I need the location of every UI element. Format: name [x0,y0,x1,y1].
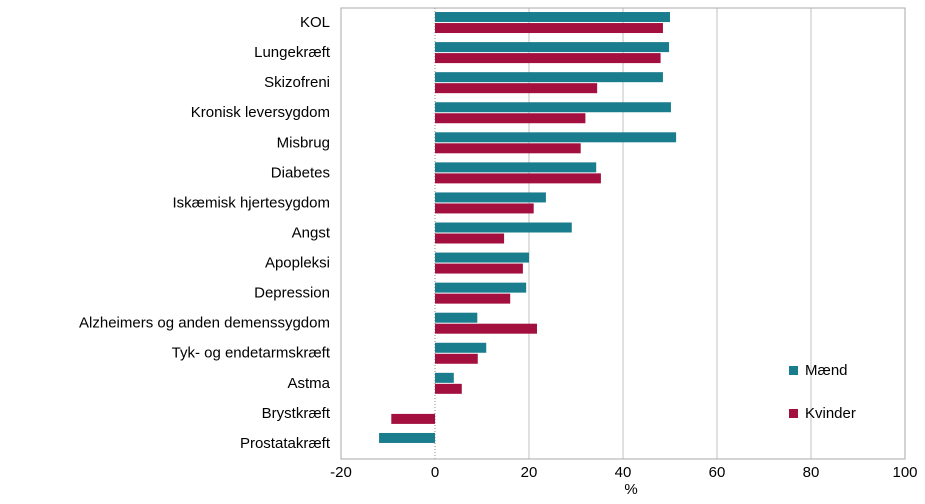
bar [435,312,478,323]
legend-label: Kvinder [805,405,856,422]
x-tick-label: 80 [803,464,820,481]
x-tick-label: 40 [615,464,632,481]
x-tick-label: 20 [521,464,538,481]
y-tick-label: Tyk- og endetarmskræft [172,345,331,362]
x-tick-label: 100 [892,464,917,481]
bar [435,83,598,94]
bar [435,113,586,124]
bar [435,143,581,154]
y-tick-label: KOL [300,14,330,31]
x-tick-label: 60 [709,464,726,481]
bar [435,162,597,173]
bar [435,132,677,143]
y-tick-label: Angst [292,224,331,241]
y-tick-label: Depression [254,285,330,302]
bar [435,192,546,203]
bar [435,252,529,263]
legend-swatch [789,366,798,375]
bar [435,42,670,53]
bar [435,372,454,383]
bar [435,342,487,353]
legend-swatch [789,409,798,418]
bar [435,23,663,34]
y-tick-label: Lungekræft [254,44,331,61]
y-tick-label: Misbrug [277,134,330,151]
bar [435,282,527,293]
bar [379,432,435,443]
bar [391,413,435,424]
y-tick-label: Astma [287,375,330,392]
y-tick-label: Alzheimers og anden demenssygdom [79,315,330,332]
bar [435,222,572,233]
x-axis-label: % [624,481,637,498]
x-tick-label: 0 [431,464,439,481]
bar [435,233,505,244]
bar [435,383,462,394]
bar [435,293,511,304]
x-tick-label: -20 [330,464,352,481]
y-tick-label: Apopleksi [265,255,330,272]
bar [435,263,523,274]
bar [435,53,661,64]
y-tick-label: Prostatakræft [240,435,331,452]
bar [435,102,671,113]
legend-label: Mænd [805,362,848,379]
bar [435,203,534,214]
bar [435,72,663,83]
y-tick-label: Iskæmisk hjertesygdom [172,194,330,211]
y-tick-label: Brystkræft [262,405,331,422]
bar [435,173,601,184]
y-tick-label: Diabetes [271,164,330,181]
plot-border [340,7,906,460]
y-tick-label: Skizofreni [264,74,330,91]
bar [435,12,670,23]
bar [435,323,537,334]
bar [435,353,478,364]
y-tick-label: Kronisk leversygdom [191,104,330,121]
